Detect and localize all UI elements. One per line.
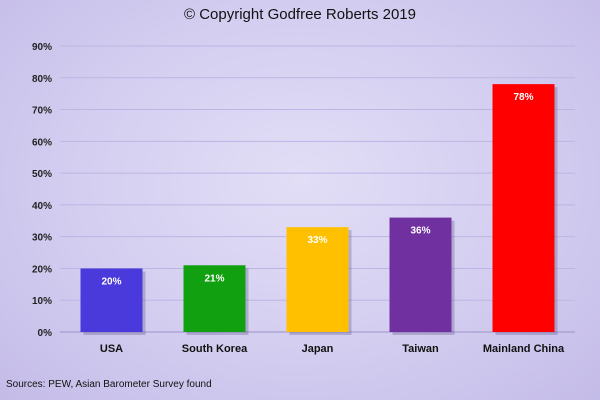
bars — [80, 84, 558, 335]
bar-japan — [286, 227, 349, 332]
x-axis-category-labels: USA South Korea Japan Taiwan Mainland China — [100, 343, 565, 355]
data-label: 36% — [410, 226, 430, 237]
chart-title: © Copyright Godfree Roberts 2019 — [183, 6, 416, 23]
data-label: 21% — [204, 273, 224, 284]
y-tick-label: 30% — [32, 233, 52, 244]
y-axis-tick-labels: 0% 10% 20% 30% 40% 50% 60% 70% 80% 90% — [32, 42, 52, 339]
y-tick-label: 50% — [32, 169, 52, 180]
category-label: South Korea — [182, 343, 248, 355]
y-tick-label: 0% — [38, 328, 53, 339]
category-label: USA — [100, 343, 123, 355]
bar-mainland-china — [492, 84, 555, 332]
y-tick-label: 90% — [32, 42, 52, 53]
data-label: 33% — [307, 235, 327, 246]
y-tick-label: 20% — [32, 264, 52, 275]
data-label: 20% — [101, 276, 121, 287]
y-tick-label: 10% — [32, 296, 52, 307]
category-label: Japan — [302, 343, 334, 355]
bar-usa — [80, 268, 143, 332]
bar-taiwan — [389, 217, 452, 332]
y-tick-label: 60% — [32, 137, 52, 148]
y-tick-label: 80% — [32, 74, 52, 85]
bar-south-korea — [183, 265, 246, 332]
category-label: Mainland China — [483, 343, 565, 355]
data-label: 78% — [513, 92, 533, 103]
y-tick-label: 70% — [32, 106, 52, 117]
data-labels: 20% 21% 33% 36% 78% — [101, 92, 533, 287]
category-label: Taiwan — [402, 343, 439, 355]
y-tick-label: 40% — [32, 201, 52, 212]
source-note: Sources: PEW, Asian Barometer Survey fou… — [6, 379, 212, 390]
